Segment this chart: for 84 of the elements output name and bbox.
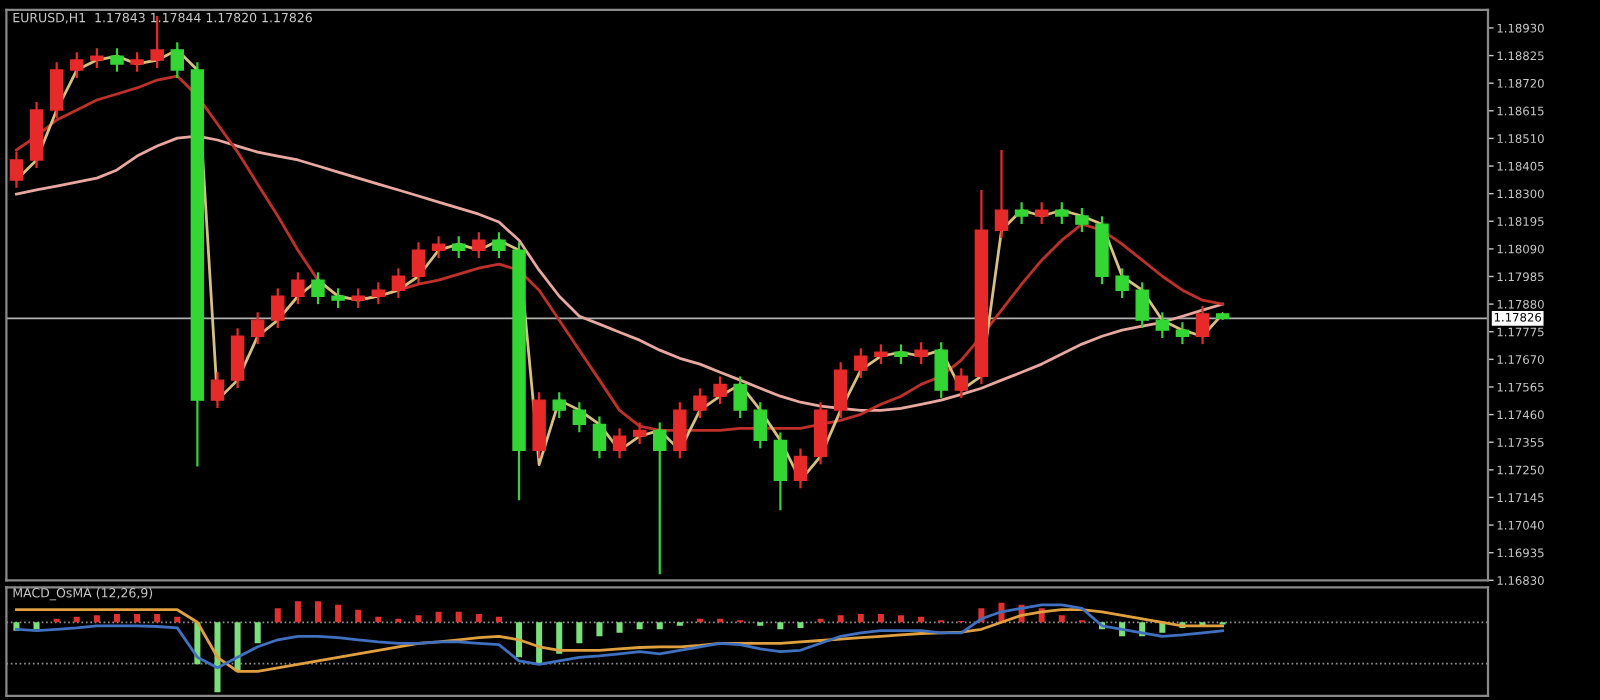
bar xyxy=(877,613,884,623)
candlestick xyxy=(271,287,285,330)
candlestick xyxy=(1135,281,1149,330)
bar xyxy=(656,622,663,630)
candlestick xyxy=(693,387,707,420)
candlestick xyxy=(1115,267,1129,300)
candlestick xyxy=(673,401,687,460)
candlestick xyxy=(994,148,1009,240)
bar xyxy=(314,601,322,623)
bar xyxy=(576,622,583,644)
bar xyxy=(33,622,40,630)
candlestick xyxy=(1195,304,1210,346)
candlestick xyxy=(813,401,828,466)
bar xyxy=(455,611,462,623)
bar xyxy=(415,615,422,623)
candlestick xyxy=(1155,311,1170,340)
bar xyxy=(636,622,643,630)
candlestick xyxy=(170,41,185,80)
bar xyxy=(335,604,342,623)
bar xyxy=(596,622,603,637)
bar xyxy=(134,613,141,623)
candlestick xyxy=(572,401,587,434)
candlestick xyxy=(291,271,305,306)
candlestick xyxy=(934,341,948,400)
bar xyxy=(254,622,261,644)
candlestick xyxy=(632,421,647,446)
candlestick xyxy=(773,431,788,512)
candlestick xyxy=(391,267,406,300)
candlestick xyxy=(1034,201,1049,226)
bar xyxy=(435,611,442,623)
candlestick xyxy=(894,343,908,366)
candlestick xyxy=(653,421,667,576)
bar xyxy=(556,622,563,654)
bar xyxy=(294,601,301,623)
candlestick xyxy=(371,281,386,306)
line-series xyxy=(15,134,1225,412)
candlestick xyxy=(1175,321,1190,346)
candlestick xyxy=(230,327,245,390)
candlestick xyxy=(833,361,848,420)
candlestick xyxy=(9,150,24,189)
bar xyxy=(274,608,281,623)
candlestick xyxy=(1055,201,1069,226)
bar xyxy=(797,622,804,628)
bar xyxy=(93,615,100,623)
candlestick xyxy=(90,47,104,70)
candlestick xyxy=(492,231,506,260)
candlestick xyxy=(954,367,969,400)
candlestick xyxy=(854,347,868,380)
candlestick xyxy=(592,415,607,460)
candlestick xyxy=(552,391,566,420)
candlestick xyxy=(753,401,767,450)
bar xyxy=(616,622,623,633)
bar xyxy=(857,613,864,623)
candlestick xyxy=(1075,207,1089,234)
candlestick xyxy=(70,51,84,80)
candlestick xyxy=(311,271,325,306)
bar xyxy=(516,622,523,658)
candlestick xyxy=(914,341,928,366)
candlestick xyxy=(874,343,888,366)
bar xyxy=(777,622,784,630)
bar xyxy=(475,613,482,623)
bar xyxy=(837,615,844,623)
candlestick xyxy=(713,375,727,406)
candlestick xyxy=(1014,201,1029,226)
bar xyxy=(355,609,362,623)
candlestick xyxy=(733,375,747,420)
candlestick xyxy=(351,287,365,310)
candlestick xyxy=(110,47,124,73)
candlestick xyxy=(49,61,64,120)
candlestick xyxy=(472,231,486,260)
bar xyxy=(154,613,161,623)
candlestick xyxy=(411,241,426,286)
candlestick xyxy=(451,235,466,260)
candlestick xyxy=(250,311,265,346)
candlestick xyxy=(431,235,446,260)
candlestick xyxy=(331,287,345,310)
candlestick xyxy=(612,427,627,460)
bar xyxy=(1058,615,1065,623)
candlestick xyxy=(210,371,225,410)
bar xyxy=(536,622,543,665)
bar xyxy=(897,615,904,623)
bar xyxy=(113,613,120,623)
candlestick xyxy=(130,51,144,73)
candlestick xyxy=(793,447,808,490)
